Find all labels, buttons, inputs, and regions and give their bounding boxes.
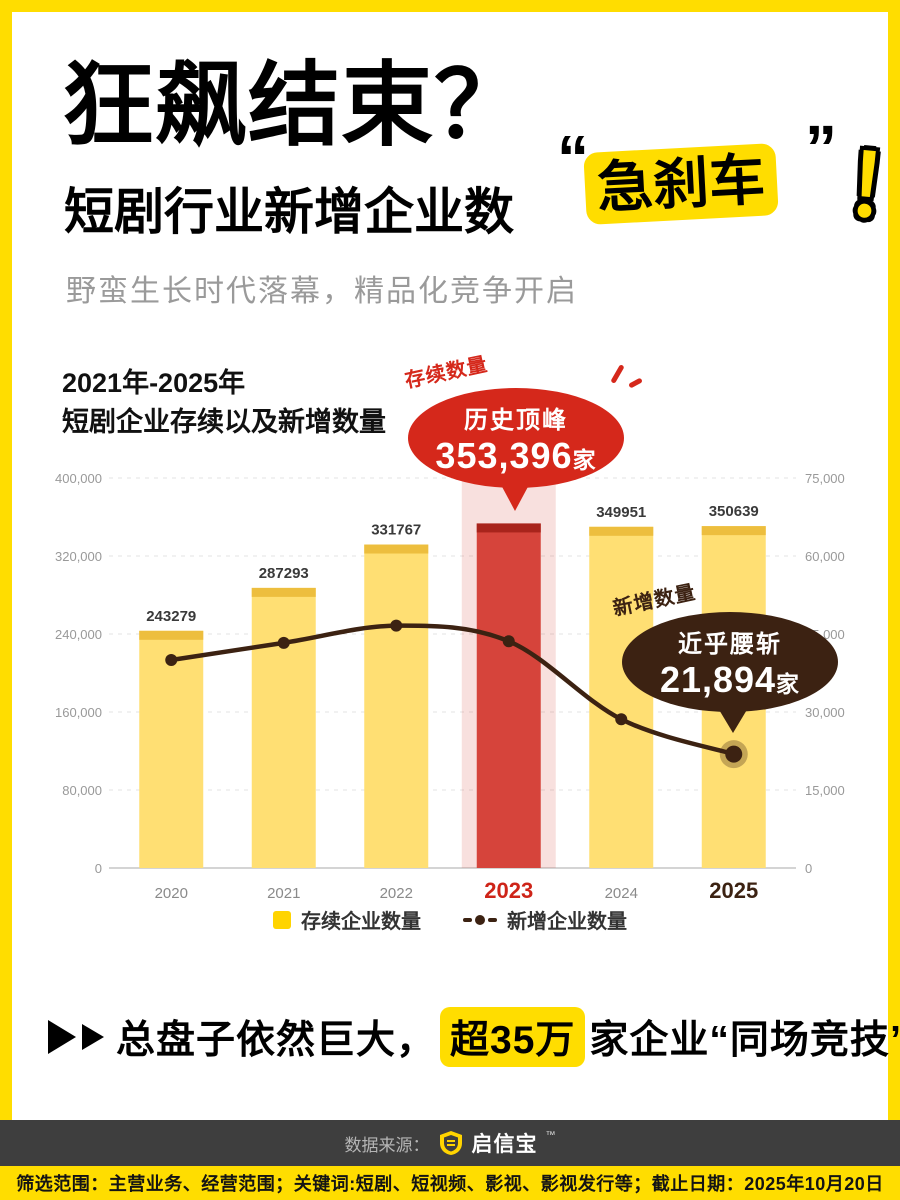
subtitle: 野蛮生长时代落幕，精品化竞争开启 [66,275,578,308]
peak-value: 353,396 [435,434,573,476]
new-companies-line [169,623,736,757]
filter-note: 筛选范围：主营业务、经营范围；关键词:短剧、短视频、影视、影视发行等；截止日期：… [16,1174,884,1194]
bar [364,544,429,868]
bar [589,526,654,868]
peak-callout-value: 353,396家 [435,435,596,476]
qixinbao-logo-icon [438,1130,464,1156]
chart-title-line2: 短剧企业存续以及新增数量 [62,407,386,438]
bar-cap [139,630,204,640]
chart-legend: 存续企业数量 新增企业数量 [12,905,888,934]
legend-item-bars: 存续企业数量 [273,905,421,934]
left-axis-tick: 400,000 [55,471,102,486]
line-dot [502,635,515,648]
bar-value-label: 350639 [709,503,759,520]
bar-cap [476,523,541,533]
source-bar: 数据来源： 启信宝 ™ [0,1120,900,1166]
conclusion-highlight: 超35万 [440,1007,586,1067]
right-axis-tick: 75,000 [805,471,845,486]
x-axis-label: 2025 [709,878,758,903]
arrow-icon [82,1024,104,1050]
line-dot [277,636,290,649]
line-dot [475,914,485,925]
peak-callout-title: 历史顶峰 [464,406,568,434]
callout-tail-icon [718,708,748,733]
spark-icon [610,364,625,384]
main-title: 狂飙结束？ [62,55,528,157]
brake-highlight-text: 急刹车 [583,143,779,225]
bar [251,587,316,868]
right-axis-tick: 60,000 [805,549,845,564]
arrow-icon [48,1020,76,1054]
main-title-line2: 短剧行业新增企业数 [64,184,514,240]
drop-value: 21,894 [659,658,777,700]
bar-cap [251,587,316,597]
conclusion-post: 家企业“同场竞技” [589,1019,900,1062]
peak-callout-bubble: 历史顶峰 353,396家 [408,364,643,511]
legend-label-bars: 存续企业数量 [301,911,421,933]
content-card: 狂飙结束？ 短剧行业新增企业数 “ 急刹车 ” ！ 野蛮生长时代落幕，精品化竞争… [12,12,900,1120]
line-dot [390,619,403,632]
x-axis-label: 2020 [155,885,188,902]
right-axis-tick: 0 [805,861,812,876]
line-swatch-icon [463,914,497,925]
line-dot [725,745,743,763]
spark-icon [628,377,643,389]
brand-name: 启信宝 [471,1133,538,1156]
conclusion-pre: 总盘子依然巨大， [116,1019,437,1062]
conclusion-text: 总盘子依然巨大， 超35万 家企业“同场竞技” [116,1007,900,1067]
line-seg [463,917,472,922]
chart-title-line1: 2021年-2025年 [62,368,246,398]
bar-value-label: 243279 [146,608,196,625]
x-axis-label: 2023 [484,878,533,903]
exclamation-mark: ！ [840,137,900,241]
x-axis-label: 2024 [605,885,638,902]
legend-label-line: 新增企业数量 [507,911,627,933]
drop-callout-title: 近乎腰斩 [678,630,782,658]
brake-highlight-block: “ 急刹车 ” ！ [557,116,900,274]
drop-callout-value: 21,894家 [660,659,800,700]
bar-cap [364,544,429,554]
bar-value-label: 349951 [596,504,646,521]
drop-callout-bubble: 近乎腰斩 21,894家 [622,612,838,733]
bar [139,630,204,868]
peak-callout-tag: 存续数量 [403,353,490,393]
left-axis-tick: 80,000 [62,783,102,798]
line-seg [488,917,497,922]
line-dot [615,713,628,726]
left-axis-tick: 0 [95,861,102,876]
source-label: 数据来源： [344,1135,430,1155]
chart-title: 2021年-2025年 短剧企业存续以及新增数量 [62,364,386,442]
legend-item-line: 新增企业数量 [463,905,627,934]
peak-unit: 家 [572,446,597,473]
right-axis-tick: 15,000 [805,783,845,798]
bar-swatch-icon [273,910,291,929]
bar-cap [589,526,654,536]
trademark: ™ [545,1130,556,1141]
left-axis-tick: 320,000 [55,549,102,564]
left-axis-tick: 240,000 [55,627,102,642]
x-axis-label: 2021 [267,885,300,902]
bar [476,523,541,868]
drop-unit: 家 [776,670,801,697]
line-dot [165,654,178,666]
left-axis-tick: 160,000 [55,705,102,720]
bar-value-label: 287293 [259,565,309,582]
close-quote: ” [805,112,837,184]
right-axis-tick: 30,000 [805,705,845,720]
conclusion-statement: 总盘子依然巨大， 超35万 家企业“同场竞技” [48,1007,900,1067]
callout-tail-icon [500,483,530,511]
bar-value-label: 331767 [371,522,421,539]
bar-cap [701,526,766,536]
x-axis-label: 2022 [380,885,413,902]
